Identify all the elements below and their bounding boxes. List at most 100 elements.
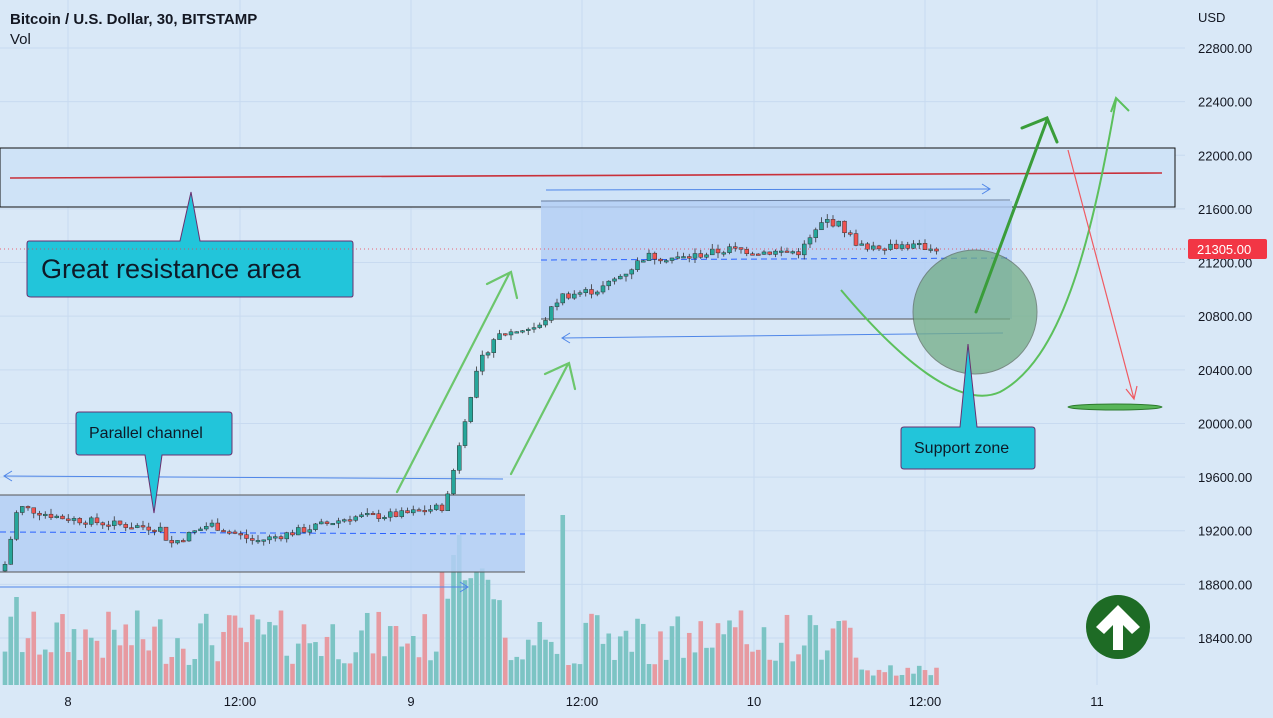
candle-body [497, 333, 502, 340]
price-tick-label: 21600.00 [1198, 202, 1252, 217]
volume-bar [525, 639, 531, 685]
volume-bar [899, 674, 905, 685]
volume-bar [180, 648, 186, 685]
volume-bar [399, 646, 405, 685]
candle-body [715, 248, 721, 254]
candle-body [290, 532, 295, 536]
volume-bar [428, 660, 433, 685]
volume-bar [393, 626, 399, 685]
volume-bar [244, 642, 249, 685]
volume-bar [83, 629, 88, 685]
volume-bar [307, 643, 313, 685]
volume-bar [796, 654, 801, 685]
volume-bar [727, 620, 732, 685]
volume-bar [152, 626, 157, 685]
upper-range-top [540, 199, 1011, 202]
price-tick-label: 19600.00 [1198, 470, 1252, 485]
support-callout[interactable]: Support zone [900, 343, 1036, 470]
candle-body [744, 249, 749, 254]
candle-body [353, 516, 358, 521]
candle-body [388, 511, 393, 518]
target-marker[interactable] [1067, 403, 1163, 411]
candle-body [836, 220, 841, 227]
volume-bar [715, 623, 721, 685]
candle-body [905, 244, 910, 249]
candle-body [480, 354, 485, 372]
price-tick-label: 22800.00 [1198, 41, 1252, 56]
candle-body [503, 333, 508, 336]
volume-bar [709, 647, 715, 685]
candle-body [267, 536, 272, 541]
candle-body [577, 292, 583, 295]
candle-body [554, 302, 560, 307]
candle-body [779, 250, 784, 253]
candle-body [664, 260, 669, 263]
volume-bar [48, 652, 54, 685]
price-axis: 22800.00 22400.00 22000.00 21600.00 21200.00… [1198, 41, 1252, 646]
volume-bar [876, 669, 882, 685]
volume-bar [433, 651, 439, 685]
candle-body [796, 251, 801, 256]
candle-body [848, 232, 853, 235]
volume-bar [209, 645, 215, 685]
volume-bar [221, 631, 226, 685]
candle-body [198, 528, 203, 531]
time-tick-label: 12:00 [909, 694, 942, 709]
candle-body [158, 526, 163, 532]
volume-bar [520, 659, 525, 685]
volume-bar [370, 653, 376, 685]
volume-bar [704, 647, 709, 685]
resistance-callout[interactable]: Great resistance area [26, 191, 354, 298]
candle-body [526, 328, 531, 331]
candle-body [359, 514, 364, 517]
candle-body [14, 512, 19, 540]
volume-bar [514, 656, 520, 685]
volume-bar [405, 643, 410, 685]
candle-body [710, 248, 715, 256]
time-tick-label: 11 [1090, 694, 1104, 709]
volume-bar [790, 661, 796, 685]
volume-bar [382, 656, 387, 685]
last-price-label: 21305.00 [1197, 242, 1251, 257]
volume-bar [359, 630, 364, 685]
volume-bar [761, 627, 767, 685]
volume-bar [922, 670, 928, 685]
candle-body [307, 529, 312, 533]
candle-body [37, 512, 42, 516]
volume-bar [721, 634, 727, 685]
volume-bar [422, 614, 428, 685]
volume-bar [341, 663, 347, 685]
candle-body [319, 521, 324, 525]
volume-bar [295, 643, 301, 685]
candle-body [756, 253, 761, 256]
volume-bar [750, 651, 755, 685]
candle-body [802, 243, 807, 256]
price-tick-label: 18800.00 [1198, 577, 1252, 592]
candle-body [560, 293, 565, 304]
candle-body [296, 527, 301, 536]
candle-body [393, 511, 399, 517]
candle-body [411, 509, 416, 514]
volume-bar [893, 675, 899, 685]
volume-bar [583, 622, 589, 685]
volume-bar [554, 653, 560, 685]
chart-title: Bitcoin / U.S. Dollar, 30, BITSTAMP [10, 11, 258, 28]
candle-body [508, 331, 514, 336]
volume-bar [146, 650, 152, 685]
resistance-line[interactable] [9, 172, 1163, 179]
candle-body [370, 513, 376, 516]
candle-body [221, 530, 226, 533]
candle-body [514, 331, 519, 334]
candle-body [278, 536, 284, 540]
candle-body [531, 327, 537, 330]
volume-bar [37, 654, 42, 685]
volume-bar [635, 618, 640, 685]
candle-body [635, 260, 640, 270]
volume-bar [784, 614, 790, 685]
candle-body [284, 532, 289, 540]
candle-body [186, 531, 192, 542]
channel-callout[interactable]: Parallel channel [75, 411, 233, 514]
volume-bar [502, 637, 508, 685]
candle-body [825, 219, 830, 223]
